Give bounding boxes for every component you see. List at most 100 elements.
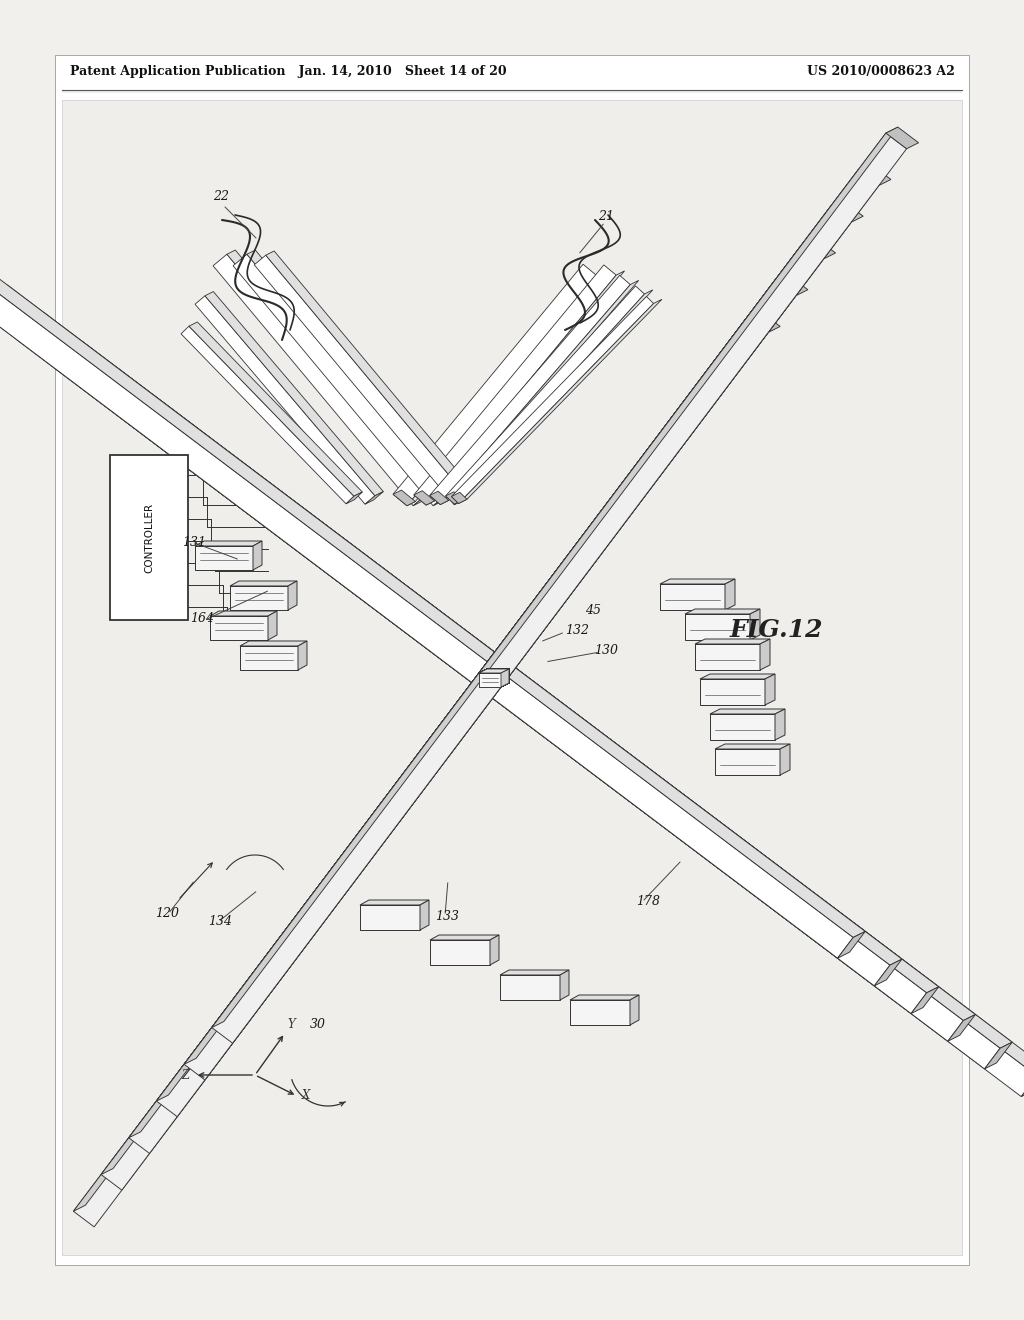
Polygon shape xyxy=(288,581,297,610)
Polygon shape xyxy=(254,255,466,504)
Polygon shape xyxy=(0,264,853,958)
Polygon shape xyxy=(360,900,429,906)
Polygon shape xyxy=(479,673,501,686)
Polygon shape xyxy=(407,272,605,506)
Polygon shape xyxy=(479,669,509,673)
Polygon shape xyxy=(69,341,976,1020)
Polygon shape xyxy=(346,492,362,504)
Polygon shape xyxy=(501,669,509,686)
Polygon shape xyxy=(184,170,879,1080)
Polygon shape xyxy=(479,669,509,673)
Polygon shape xyxy=(479,673,501,686)
Polygon shape xyxy=(127,401,1024,1097)
Polygon shape xyxy=(501,669,509,686)
Polygon shape xyxy=(501,669,509,686)
Polygon shape xyxy=(479,673,501,686)
Polygon shape xyxy=(479,669,509,673)
Polygon shape xyxy=(501,669,509,686)
Polygon shape xyxy=(479,669,509,673)
Polygon shape xyxy=(501,669,509,686)
Polygon shape xyxy=(501,669,509,686)
Text: 132: 132 xyxy=(565,624,589,638)
Polygon shape xyxy=(452,492,467,503)
Polygon shape xyxy=(205,292,383,496)
Polygon shape xyxy=(479,673,501,686)
Polygon shape xyxy=(74,317,768,1226)
Polygon shape xyxy=(501,669,509,686)
Polygon shape xyxy=(479,669,509,673)
Text: FIG.12: FIG.12 xyxy=(730,618,823,642)
Polygon shape xyxy=(710,709,785,714)
Polygon shape xyxy=(479,673,501,686)
Polygon shape xyxy=(0,292,890,986)
Polygon shape xyxy=(479,673,501,686)
Polygon shape xyxy=(210,616,268,640)
Polygon shape xyxy=(479,673,501,686)
Polygon shape xyxy=(660,583,725,610)
Polygon shape xyxy=(479,669,509,673)
Polygon shape xyxy=(479,673,501,686)
Polygon shape xyxy=(393,264,597,506)
Polygon shape xyxy=(213,255,427,506)
Polygon shape xyxy=(490,935,499,965)
Polygon shape xyxy=(479,673,501,686)
Polygon shape xyxy=(360,906,420,931)
Polygon shape xyxy=(803,238,836,259)
Polygon shape xyxy=(479,673,501,686)
Polygon shape xyxy=(830,201,863,222)
Text: 133: 133 xyxy=(435,909,459,923)
Polygon shape xyxy=(501,669,509,686)
Polygon shape xyxy=(501,669,509,686)
Polygon shape xyxy=(184,164,870,1064)
Polygon shape xyxy=(414,265,616,506)
Polygon shape xyxy=(479,669,509,673)
Polygon shape xyxy=(233,255,446,506)
Polygon shape xyxy=(479,669,509,673)
Polygon shape xyxy=(710,714,775,741)
Polygon shape xyxy=(501,669,509,686)
Polygon shape xyxy=(501,669,509,686)
Polygon shape xyxy=(430,276,631,504)
Polygon shape xyxy=(570,1001,630,1026)
Polygon shape xyxy=(501,669,509,686)
Polygon shape xyxy=(750,609,760,640)
Polygon shape xyxy=(479,669,509,673)
Polygon shape xyxy=(479,673,501,686)
Polygon shape xyxy=(479,673,501,686)
Polygon shape xyxy=(501,669,509,686)
Polygon shape xyxy=(715,744,790,748)
Polygon shape xyxy=(501,669,509,686)
Polygon shape xyxy=(479,673,501,686)
Polygon shape xyxy=(195,296,375,504)
Polygon shape xyxy=(479,669,509,673)
Text: 130: 130 xyxy=(594,644,618,657)
Polygon shape xyxy=(479,673,501,686)
Polygon shape xyxy=(430,935,499,940)
Polygon shape xyxy=(501,669,509,686)
Polygon shape xyxy=(227,249,435,494)
Polygon shape xyxy=(479,669,509,673)
Polygon shape xyxy=(501,669,509,686)
Text: 21: 21 xyxy=(598,210,614,223)
Polygon shape xyxy=(685,614,750,640)
Polygon shape xyxy=(240,645,298,671)
Polygon shape xyxy=(660,579,735,583)
Bar xyxy=(55,55,969,1265)
Polygon shape xyxy=(886,127,919,149)
Polygon shape xyxy=(560,970,569,1001)
Polygon shape xyxy=(268,611,278,640)
Text: 120: 120 xyxy=(155,907,179,920)
Polygon shape xyxy=(142,396,1024,1076)
Polygon shape xyxy=(501,669,509,686)
Polygon shape xyxy=(479,673,501,686)
Polygon shape xyxy=(695,639,770,644)
Polygon shape xyxy=(479,669,509,673)
Polygon shape xyxy=(715,748,780,775)
Polygon shape xyxy=(420,900,429,931)
Polygon shape xyxy=(212,127,898,1027)
Polygon shape xyxy=(479,669,509,673)
Polygon shape xyxy=(479,673,501,686)
Polygon shape xyxy=(501,669,509,686)
Polygon shape xyxy=(445,492,463,504)
Polygon shape xyxy=(430,491,449,504)
